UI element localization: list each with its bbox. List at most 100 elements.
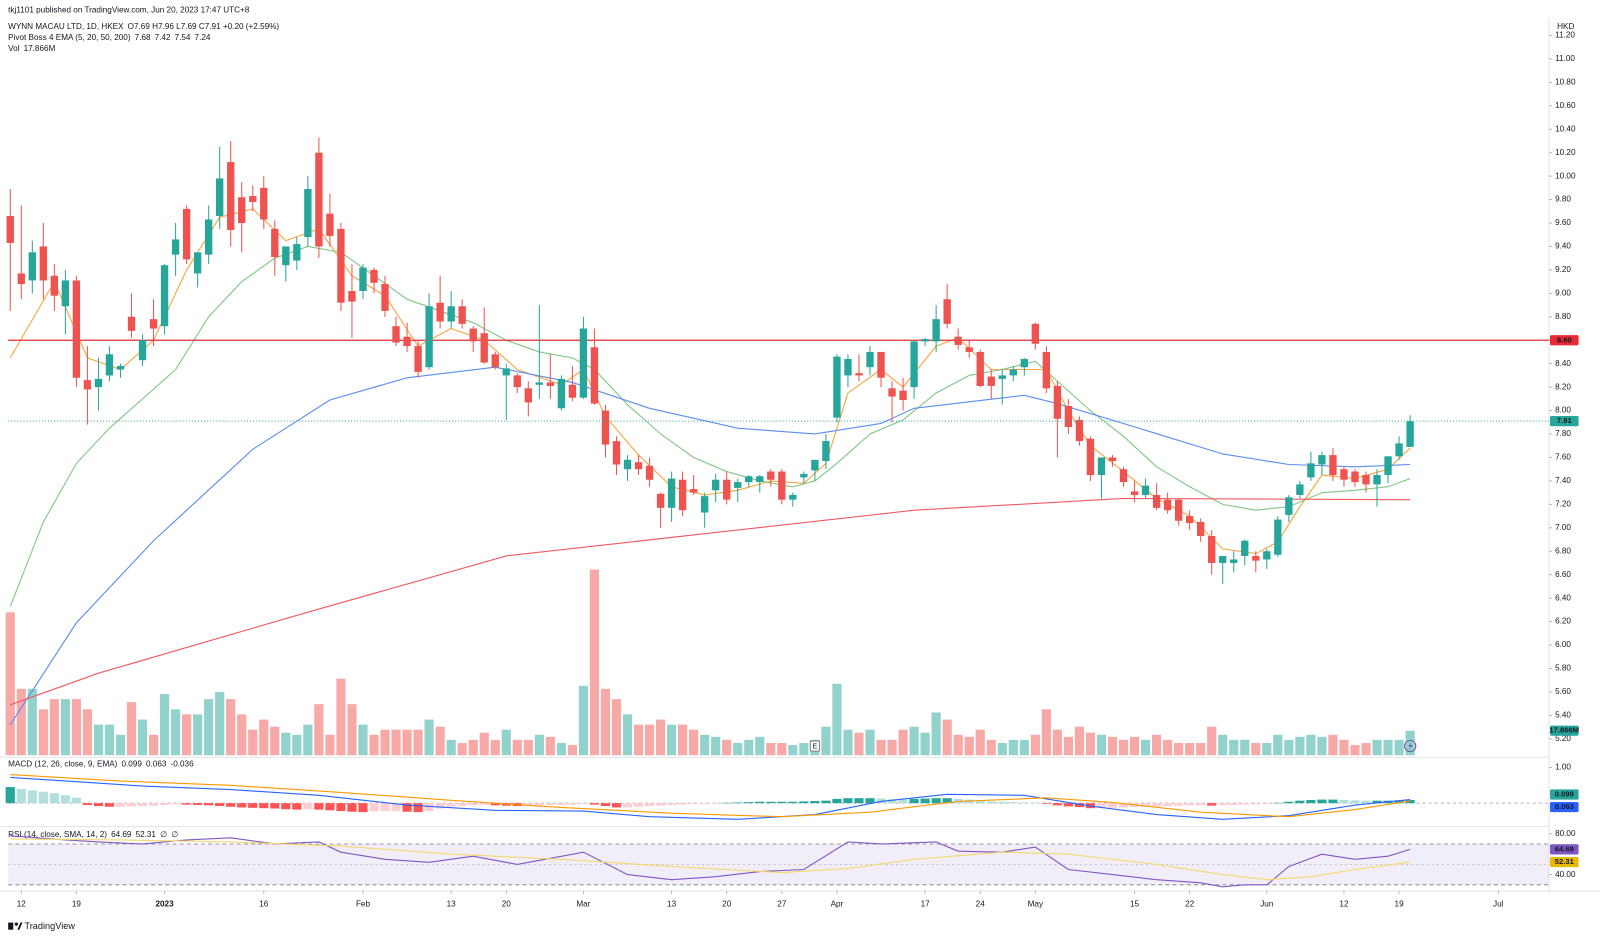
volume-bar xyxy=(1140,739,1151,756)
candle-body xyxy=(811,459,819,471)
candle-body xyxy=(954,336,962,345)
legend-text: ∅ xyxy=(171,830,178,839)
x-tick-label: May xyxy=(1028,899,1044,908)
macd-histogram-bar xyxy=(1074,803,1085,808)
macd-histogram-bar xyxy=(248,803,258,808)
candle-body xyxy=(1395,443,1403,457)
macd-histogram-bar xyxy=(821,800,831,804)
candle-body xyxy=(932,319,940,342)
x-tick-label: 24 xyxy=(976,899,986,908)
x-tick-label: 27 xyxy=(777,899,787,908)
macd-histogram-bar xyxy=(523,803,533,807)
y-tick-label: 5.80 xyxy=(1555,664,1571,673)
macd-histogram-bar xyxy=(314,803,324,810)
macd-histogram-bar xyxy=(1140,803,1151,807)
candle-body xyxy=(1362,475,1370,485)
y-tick-label: 5.60 xyxy=(1555,687,1571,696)
macd-histogram-bar xyxy=(5,787,15,804)
macd-histogram-bar xyxy=(1229,803,1239,805)
macd-histogram-bar xyxy=(733,802,743,804)
volume-bar xyxy=(843,729,853,756)
legend-text: 7.54 xyxy=(175,33,191,42)
macd-histogram-bar xyxy=(380,803,390,812)
last-price-label-box xyxy=(1550,416,1579,427)
x-tick-label: Feb xyxy=(356,899,371,908)
candle-body xyxy=(1274,519,1282,555)
volume-bar xyxy=(215,691,225,756)
volume-bar xyxy=(1394,739,1404,756)
volume-bar xyxy=(16,688,26,756)
candle-body xyxy=(182,208,191,260)
volume-bar xyxy=(435,726,445,756)
volume-bar xyxy=(545,736,555,756)
legend-text: ∅ xyxy=(160,830,167,839)
candle-body xyxy=(899,390,907,401)
candle-body xyxy=(535,382,544,385)
macd-histogram-bar xyxy=(986,801,996,804)
macd-histogram-bar xyxy=(402,803,412,812)
macd-histogram-bar xyxy=(722,802,732,804)
candle-body xyxy=(458,306,466,324)
candle-body xyxy=(833,356,841,418)
volume-bar xyxy=(942,719,952,756)
logo-part xyxy=(14,922,18,926)
candle-body xyxy=(381,283,389,311)
volume-bar xyxy=(986,739,996,756)
macd-histogram-bar xyxy=(193,803,203,805)
macd-histogram-bar xyxy=(479,803,489,805)
volume-bar xyxy=(402,729,412,756)
volume-bar xyxy=(523,739,533,756)
x-tick-label: 15 xyxy=(1130,899,1140,908)
candle-body xyxy=(1329,455,1337,476)
legend-text: WYNN MACAU LTD, 1D, HKEX xyxy=(8,22,124,31)
candle-body xyxy=(623,459,632,470)
candle-body xyxy=(844,358,852,376)
volume-bar xyxy=(667,724,677,756)
candle-body xyxy=(965,347,973,352)
macd-histogram-bar xyxy=(1174,803,1184,806)
candle-body xyxy=(1174,499,1183,521)
rsi-value-label-box xyxy=(1550,856,1579,868)
candle-body xyxy=(1053,385,1062,419)
macd-histogram-bar xyxy=(303,803,313,810)
volume-bar xyxy=(1185,743,1195,756)
volume-bar xyxy=(755,736,765,756)
macd-histogram-bar xyxy=(633,803,644,807)
macd-histogram-bar xyxy=(490,803,500,806)
macd-histogram-bar xyxy=(876,798,886,804)
macd-histogram-bar xyxy=(1196,803,1206,806)
candle-body xyxy=(359,267,367,292)
macd-histogram-bar xyxy=(865,798,875,804)
macd-histogram-bar xyxy=(1008,802,1018,804)
rsi-value-label: 64.69 xyxy=(1555,844,1574,853)
x-tick-label: 17 xyxy=(921,899,931,908)
last-price-label: 7.91 xyxy=(1557,416,1573,425)
macd-histogram-bar xyxy=(644,803,655,807)
y-tick-label: 8.20 xyxy=(1555,382,1571,391)
volume-bar xyxy=(1118,739,1129,756)
y-tick-label: 10.40 xyxy=(1555,124,1576,133)
volume-bar xyxy=(766,743,776,756)
volume-bar xyxy=(1085,732,1096,756)
candle-body xyxy=(700,496,709,513)
macd-histogram-bar xyxy=(1284,801,1294,804)
candle-body xyxy=(127,316,136,331)
macd-histogram-bar xyxy=(16,788,26,804)
macd-value-label: 0.099 xyxy=(1555,790,1574,799)
candle-body xyxy=(1285,497,1293,515)
volume-bar xyxy=(1328,734,1338,756)
candle-body xyxy=(866,351,874,368)
volume-bar xyxy=(1240,739,1250,756)
macd-histogram-bar xyxy=(226,803,236,807)
ema-line xyxy=(10,497,1411,706)
macd-line xyxy=(10,774,1411,818)
x-tick-label: 19 xyxy=(72,899,82,908)
legend-text: 52.31 xyxy=(136,830,157,839)
candle-body xyxy=(1031,323,1040,344)
legend-text: 7.42 xyxy=(155,33,171,42)
candle-body xyxy=(723,479,731,500)
y-tick-label: 7.20 xyxy=(1555,500,1571,509)
volume-bar xyxy=(468,739,478,756)
candle-body xyxy=(436,302,444,322)
volume-bar xyxy=(644,724,655,756)
